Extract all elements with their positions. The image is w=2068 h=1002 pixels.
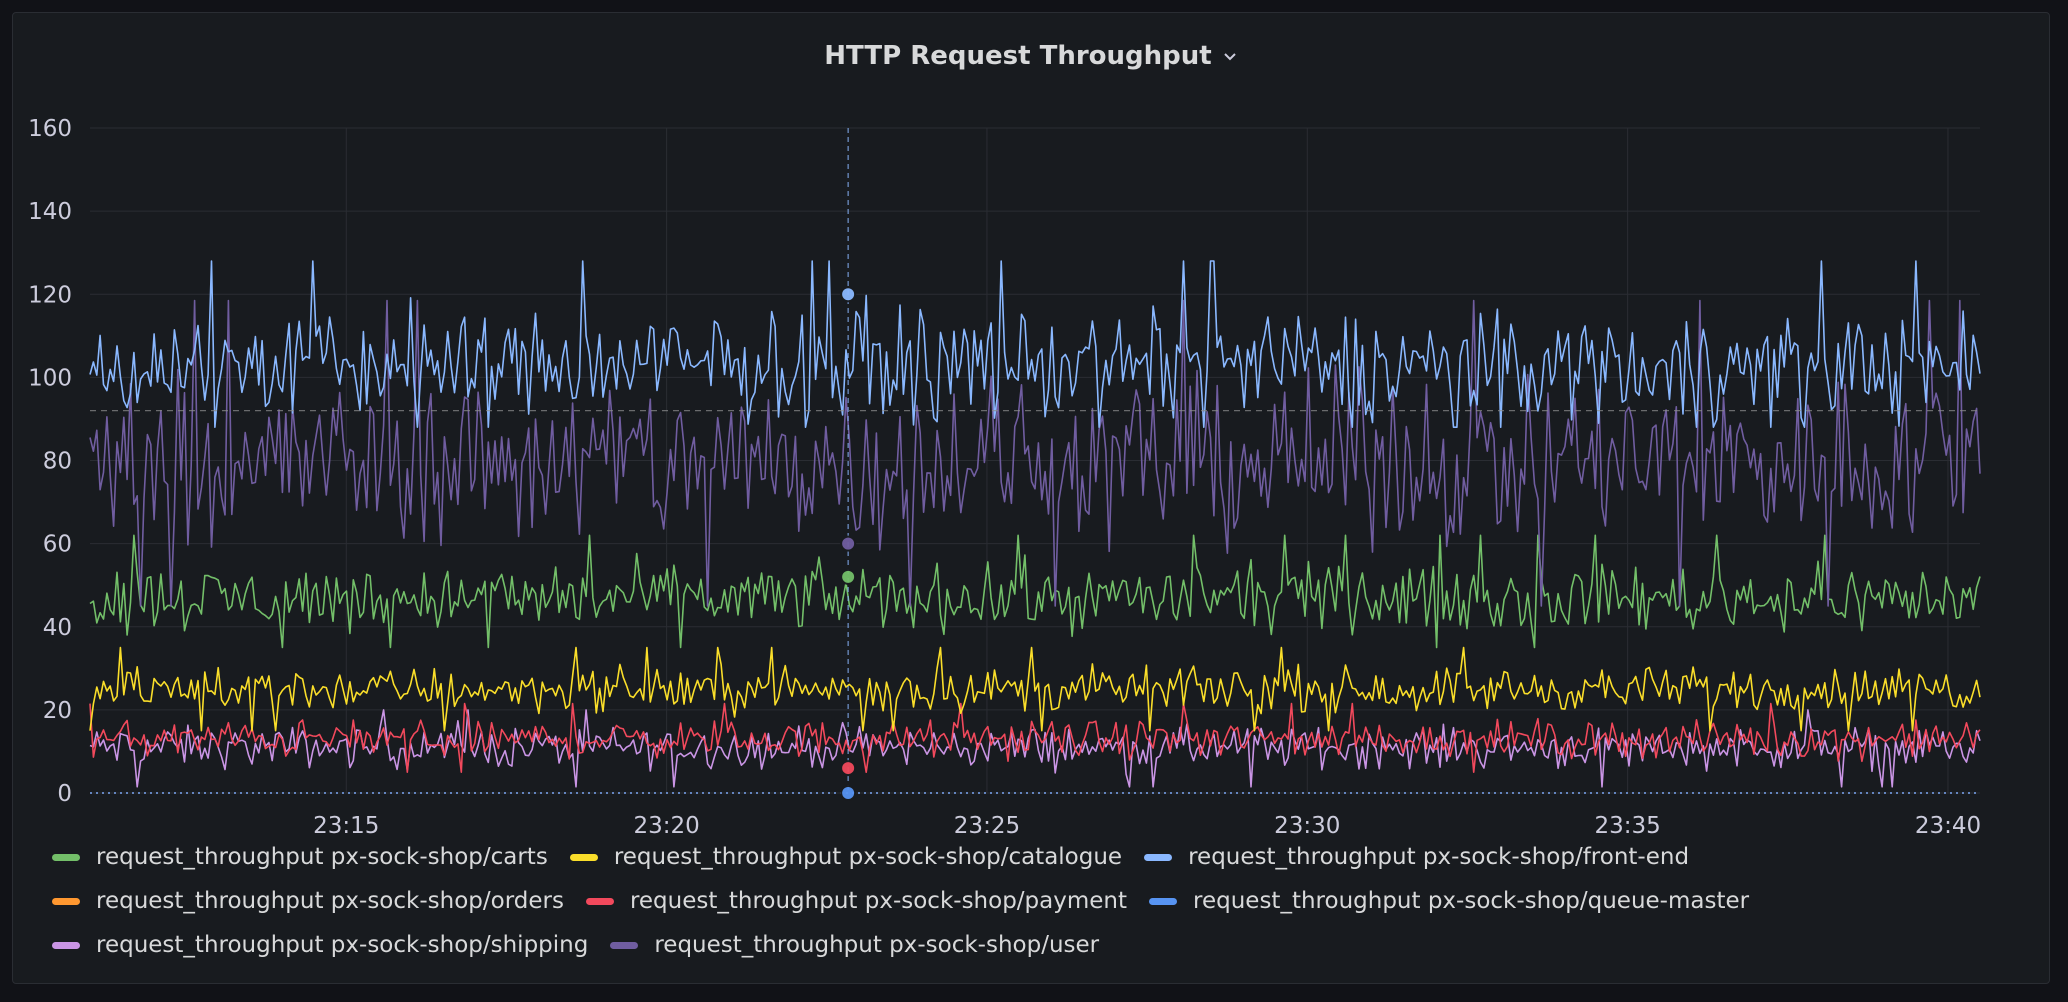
legend-item[interactable]: request_throughput px-sock-shop/orders [52, 886, 564, 916]
crosshair-point [840, 785, 857, 801]
series-line [89, 534, 1981, 649]
crosshair-point [840, 760, 857, 777]
legend-swatch [585, 897, 614, 905]
legend: request_throughput px-sock-shop/carts req… [52, 842, 2012, 960]
legend-label: request_throughput px-sock-shop/user [654, 932, 1100, 958]
legend-label: request_throughput px-sock-shop/front-en… [1188, 844, 1690, 870]
y-tick-label: 20 [43, 698, 72, 724]
crosshair-point [840, 286, 857, 303]
legend-item[interactable]: request_throughput px-sock-shop/carts [52, 842, 548, 872]
series-line [89, 299, 1981, 607]
overlay [90, 128, 1980, 801]
legend-swatch [1149, 897, 1178, 905]
legend-swatch [52, 941, 80, 949]
legend-swatch [610, 941, 639, 949]
legend-item[interactable]: request_throughput px-sock-shop/user [610, 930, 1099, 960]
panel-header[interactable]: HTTP Request Throughput [13, 41, 2049, 71]
x-tick-label: 23:30 [1274, 813, 1340, 839]
legend-swatch [52, 897, 80, 905]
y-tick-label: 160 [28, 116, 72, 142]
x-tick-label: 23:40 [1915, 813, 1981, 839]
x-tick-label: 23:35 [1594, 813, 1660, 839]
legend-label: request_throughput px-sock-shop/orders [96, 888, 564, 914]
legend-item[interactable]: request_throughput px-sock-shop/shipping [52, 930, 588, 960]
legend-item[interactable]: request_throughput px-sock-shop/payment [585, 886, 1128, 916]
x-tick-label: 23:20 [633, 813, 699, 839]
crosshair-point [840, 568, 857, 585]
legend-swatch [569, 853, 598, 861]
series-line [89, 260, 1981, 429]
y-tick-label: 60 [43, 532, 72, 558]
axes: 0 20 40 60 80 100 120 140 160 23:15 23:20 23:25 23:3… [28, 116, 1981, 839]
legend-label: request_throughput px-sock-shop/payment [629, 888, 1128, 914]
y-tick-label: 40 [43, 615, 72, 641]
legend-swatch [1144, 853, 1173, 861]
chevron-down-icon[interactable] [1222, 48, 1238, 64]
legend-item[interactable]: request_throughput px-sock-shop/front-en… [1144, 842, 1689, 872]
legend-label: request_throughput px-sock-shop/catalogu… [613, 844, 1123, 870]
legend-item[interactable]: request_throughput px-sock-shop/catalogu… [569, 842, 1123, 872]
legend-label: request_throughput px-sock-shop/shipping [96, 932, 589, 958]
legend-label: request_throughput px-sock-shop/queue-ma… [1193, 888, 1750, 914]
legend-item[interactable]: request_throughput px-sock-shop/queue-ma… [1149, 886, 1749, 916]
panel-title: HTTP Request Throughput [824, 41, 1212, 71]
y-tick-label: 80 [43, 449, 72, 475]
y-tick-label: 120 [28, 282, 72, 308]
series-lines [89, 260, 1981, 794]
y-tick-label: 100 [28, 365, 72, 391]
chart-panel: HTTP Request Throughput [12, 12, 2050, 984]
legend-label: request_throughput px-sock-shop/carts [96, 844, 548, 870]
series-line [89, 702, 1981, 774]
x-tick-label: 23:15 [313, 813, 379, 839]
x-tick-label: 23:25 [954, 813, 1020, 839]
legend-swatch [52, 853, 80, 861]
y-tick-label: 140 [28, 199, 72, 225]
y-tick-label: 0 [57, 781, 72, 807]
series-line [89, 646, 1981, 732]
crosshair-point [840, 535, 857, 552]
